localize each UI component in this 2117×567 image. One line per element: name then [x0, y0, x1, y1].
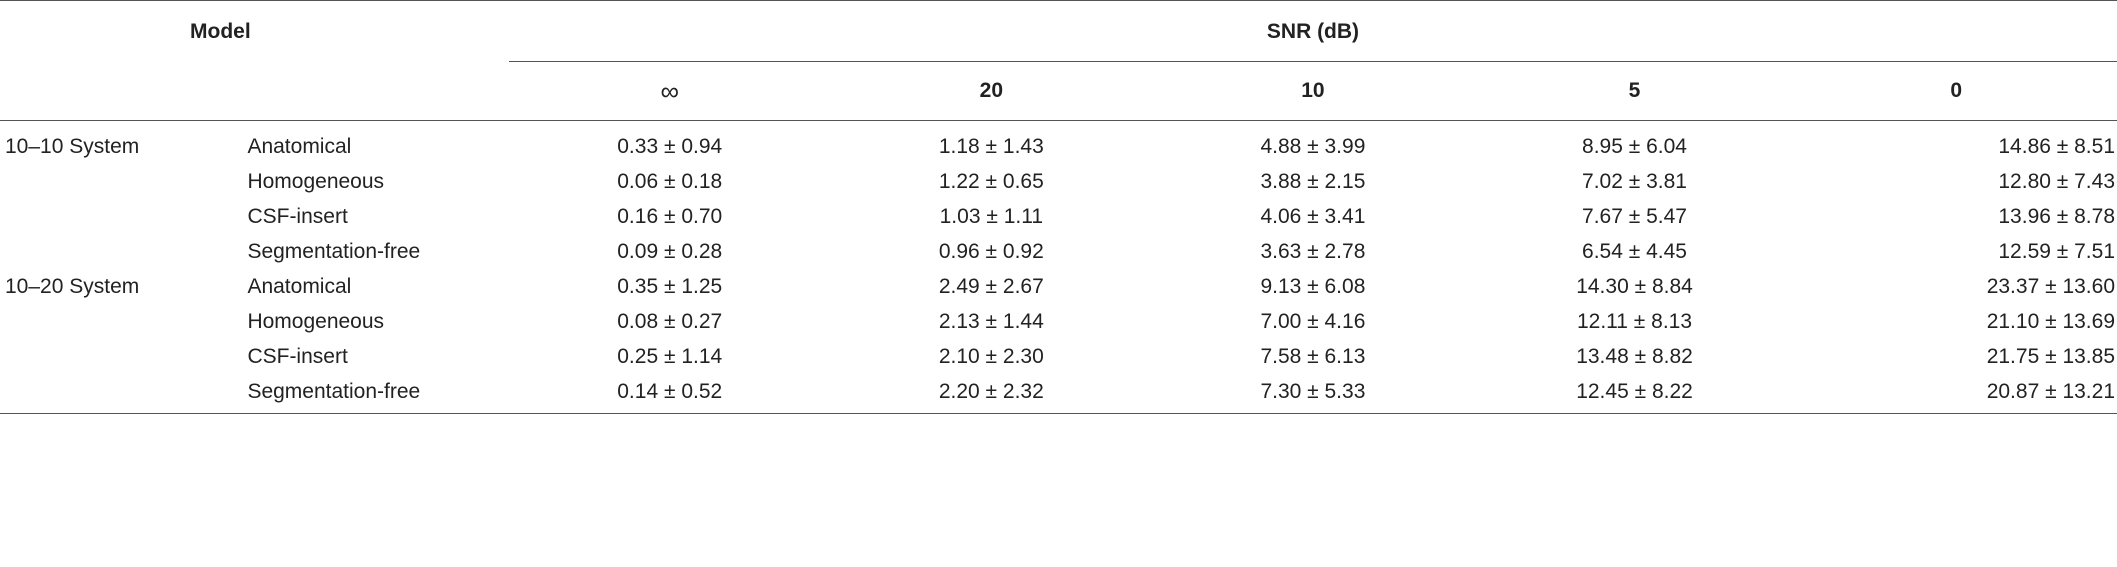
value-cell: 12.80 ± 7.43 — [1998, 169, 2115, 193]
value-cell: 1.18 ± 1.43 — [938, 134, 1044, 158]
system-group-cell: 10–10 System — [5, 134, 140, 158]
system-group-cell — [0, 374, 241, 414]
value-cell: 0.33 ± 0.94 — [617, 134, 723, 158]
value-cell: 13.96 ± 8.78 — [1998, 204, 2115, 228]
empty-header-cell — [0, 62, 509, 121]
model-name-cell: CSF-insert — [247, 204, 348, 228]
table-row: 10–20 System Anatomical 0.35 ± 1.25 2.49 ± … — [0, 269, 2117, 304]
value-cell: 9.13 ± 6.08 — [1260, 274, 1366, 298]
table-row: CSF-insert 0.25 ± 1.14 2.10 ± 2.30 7.58 ± 6… — [0, 339, 2117, 374]
header-row-2: ∞ 20 10 5 0 — [0, 62, 2117, 121]
table-row: Homogeneous 0.06 ± 0.18 1.22 ± 0.65 3.88 ± … — [0, 164, 2117, 199]
system-group-cell — [0, 304, 240, 339]
value-cell: 7.30 ± 5.33 — [1152, 374, 1474, 414]
value-cell: 0.09 ± 0.28 — [617, 239, 723, 263]
system-group-cell — [0, 234, 240, 269]
value-cell: 12.11 ± 8.13 — [1576, 309, 1693, 333]
model-name-cell: Homogeneous — [247, 169, 385, 193]
value-cell: 13.48 ± 8.82 — [1576, 344, 1693, 368]
value-cell: 0.08 ± 0.27 — [617, 309, 723, 333]
table-row: Segmentation-free 0.09 ± 0.28 0.96 ± 0.92 3… — [0, 234, 2117, 269]
system-group-cell — [0, 199, 240, 234]
value-cell: 14.86 ± 8.51 — [1998, 134, 2115, 158]
snr-col-10: 10 — [1301, 79, 1325, 102]
table-row: CSF-insert 0.16 ± 0.70 1.03 ± 1.11 4.06 ± 3… — [0, 199, 2117, 234]
table-row: Segmentation-free 0.14 ± 0.52 2.20 ± 2.32 7… — [0, 374, 2117, 414]
value-cell: 7.00 ± 4.16 — [1260, 309, 1366, 333]
system-group-cell — [0, 339, 240, 374]
model-name-cell: Anatomical — [247, 134, 352, 158]
value-cell: 4.88 ± 3.99 — [1260, 134, 1366, 158]
value-cell: 7.67 ± 5.47 — [1582, 204, 1687, 228]
value-cell: 2.20 ± 2.32 — [830, 374, 1153, 414]
snr-col-20: 20 — [979, 79, 1003, 102]
table-row: Homogeneous 0.08 ± 0.27 2.13 ± 1.44 7.00 ± … — [0, 304, 2117, 339]
value-cell: 0.06 ± 0.18 — [617, 169, 723, 193]
model-name-cell: Segmentation-free — [247, 239, 421, 263]
value-cell: 0.35 ± 1.25 — [617, 274, 723, 298]
value-cell: 0.96 ± 0.92 — [938, 239, 1044, 263]
value-cell: 6.54 ± 4.45 — [1582, 239, 1687, 263]
value-cell: 0.25 ± 1.14 — [617, 344, 723, 368]
system-group-cell — [0, 164, 240, 199]
value-cell: 3.88 ± 2.15 — [1260, 169, 1366, 193]
value-cell: 0.16 ± 0.70 — [617, 204, 723, 228]
value-cell: 3.63 ± 2.78 — [1260, 239, 1366, 263]
value-cell: 7.58 ± 6.13 — [1260, 344, 1366, 368]
snr-col-0: 0 — [1950, 79, 1962, 102]
table-body: 10–10 System Anatomical 0.33 ± 0.94 1.18 ± … — [0, 121, 2117, 414]
model-column-header: Model — [190, 20, 251, 44]
model-name-cell: CSF-insert — [247, 344, 348, 368]
value-cell: 7.02 ± 3.81 — [1582, 169, 1687, 193]
system-group-cell: 10–20 System — [5, 274, 140, 298]
value-cell: 2.13 ± 1.44 — [938, 309, 1044, 333]
snr-results-table: Model SNR (dB) ∞ 20 10 5 0 10–10 System A… — [0, 0, 2117, 414]
header-separator — [0, 120, 2117, 121]
value-cell: 14.30 ± 8.84 — [1576, 274, 1693, 298]
snr-col-infinity: ∞ — [660, 75, 679, 106]
value-cell: 2.10 ± 2.30 — [938, 344, 1044, 368]
value-cell: 21.75 ± 13.85 — [1986, 344, 2115, 368]
model-name-cell: Anatomical — [247, 274, 352, 298]
value-cell: 1.22 ± 0.65 — [938, 169, 1044, 193]
value-cell: 8.95 ± 6.04 — [1582, 134, 1687, 158]
value-cell: 21.10 ± 13.69 — [1986, 309, 2115, 333]
value-cell: 20.87 ± 13.21 — [1795, 374, 2117, 414]
snr-column-header: SNR (dB) — [508, 0, 2117, 62]
value-cell: 12.45 ± 8.22 — [1473, 374, 1796, 414]
table-row: 10–10 System Anatomical 0.33 ± 0.94 1.18 ± … — [0, 121, 2117, 165]
value-cell: 12.59 ± 7.51 — [1998, 239, 2115, 263]
header-row-1: Model SNR (dB) — [0, 0, 2117, 62]
model-name-cell: Homogeneous — [247, 309, 385, 333]
value-cell: 23.37 ± 13.60 — [1986, 274, 2115, 298]
value-cell: 2.49 ± 2.67 — [938, 274, 1044, 298]
snr-col-5: 5 — [1628, 79, 1641, 102]
value-cell: 1.03 ± 1.11 — [939, 204, 1044, 228]
value-cell: 4.06 ± 3.41 — [1260, 204, 1366, 228]
value-cell: 0.14 ± 0.52 — [508, 374, 831, 414]
model-name-cell: Segmentation-free — [240, 374, 509, 414]
